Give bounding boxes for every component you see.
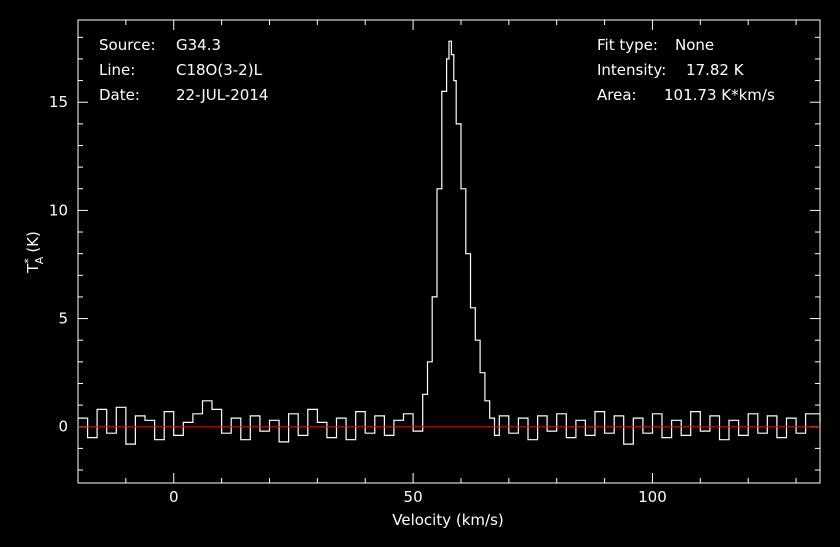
intensity-label: Intensity: [597,61,666,79]
line-label: Line: [99,61,135,79]
date-value: 22-JUL-2014 [176,86,268,104]
x-tick-label: 0 [169,488,179,506]
line-value: C18O(3-2)L [176,61,263,79]
spectrum-line [78,40,821,445]
y-axis-label: T*A (K) [22,231,46,274]
plot-area: 0 50 100 0 5 10 15 [49,19,821,506]
date-label: Date: [99,86,140,104]
y-axis-label-sup: * [22,258,35,264]
intensity-value: 17.82 K [686,61,745,79]
x-tick-label: 100 [638,488,667,506]
y-tick-label: 5 [58,310,68,328]
x-axis-label: Velocity (km/s) [392,511,503,529]
area-value: 101.73 K*km/s [664,86,775,104]
plot-frame [77,19,821,484]
source-value: G34.3 [176,36,221,54]
y-tick-label: 10 [49,201,68,219]
y-tick-label: 0 [58,418,68,436]
fit-type-value: None [675,36,714,54]
y-axis-label-sub: A [33,256,46,264]
y-tick-label: 15 [49,93,68,111]
x-tick-label: 50 [404,488,423,506]
fit-type-label: Fit type: [597,36,658,54]
area-label: Area: [597,86,637,104]
y-axis-label-main: T [24,263,42,274]
y-axis-label-unit: (K) [24,231,42,253]
source-label: Source: [99,36,156,54]
